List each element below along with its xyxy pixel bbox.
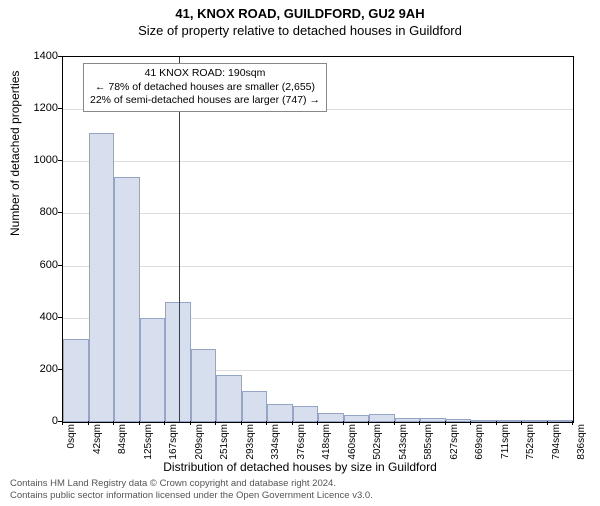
annotation-line1: 41 KNOX ROAD: 190sqm xyxy=(90,67,320,81)
page-subtitle: Size of property relative to detached ho… xyxy=(0,23,600,38)
footer-line1: Contains HM Land Registry data © Crown c… xyxy=(10,478,373,490)
histogram-bar xyxy=(293,406,319,422)
histogram-bar xyxy=(165,302,191,422)
histogram-bar xyxy=(395,418,421,422)
histogram-bar xyxy=(446,419,472,422)
histogram-bar xyxy=(471,420,497,422)
histogram-bar xyxy=(140,318,166,422)
y-tick-label: 1000 xyxy=(34,154,58,166)
y-tick-label: 800 xyxy=(40,206,58,218)
histogram-bar xyxy=(497,420,523,422)
y-tick-label: 200 xyxy=(40,363,58,375)
footer-credits: Contains HM Land Registry data © Crown c… xyxy=(10,478,373,502)
y-tick-label: 400 xyxy=(40,311,58,323)
y-tick-label: 1400 xyxy=(34,50,58,62)
histogram-bar xyxy=(369,414,395,422)
y-tick-label: 600 xyxy=(40,259,58,271)
histogram-bar xyxy=(216,375,242,422)
y-axis-label: Number of detached properties xyxy=(8,71,22,236)
annotation-box: 41 KNOX ROAD: 190sqm ← 78% of detached h… xyxy=(83,63,327,112)
annotation-line3: 22% of semi-detached houses are larger (… xyxy=(90,94,320,108)
y-tick-label: 1200 xyxy=(34,102,58,114)
chart-plot-area: 41 KNOX ROAD: 190sqm ← 78% of detached h… xyxy=(62,56,574,423)
histogram-bar xyxy=(318,413,344,422)
histogram-bar xyxy=(242,391,268,422)
histogram-bar xyxy=(89,133,115,422)
page-title-address: 41, KNOX ROAD, GUILDFORD, GU2 9AH xyxy=(0,6,600,21)
histogram-bar xyxy=(63,339,89,422)
annotation-line2: ← 78% of detached houses are smaller (2,… xyxy=(90,81,320,95)
footer-line2: Contains public sector information licen… xyxy=(10,490,373,502)
histogram-bar xyxy=(267,404,293,422)
x-axis-label: Distribution of detached houses by size … xyxy=(0,460,600,474)
histogram-bar xyxy=(420,418,446,422)
histogram-bar xyxy=(114,177,140,422)
histogram-bar xyxy=(522,420,548,422)
histogram-bar xyxy=(191,349,217,422)
histogram-bar xyxy=(548,420,574,422)
histogram-bar xyxy=(344,415,370,422)
